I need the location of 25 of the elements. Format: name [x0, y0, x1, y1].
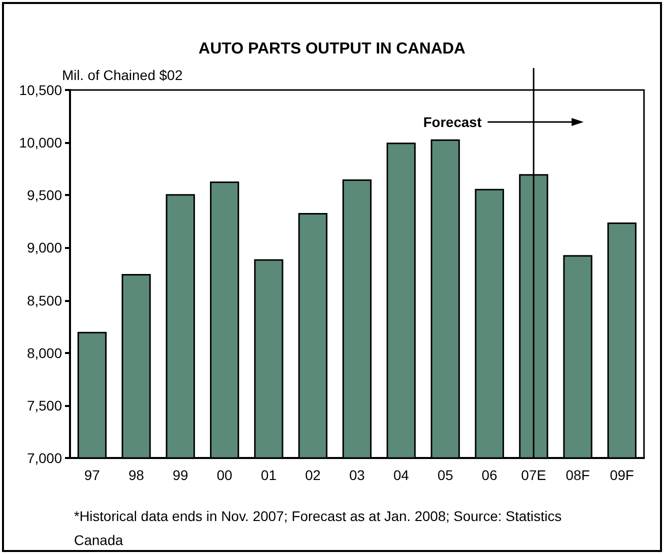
x-tick-label: 02 [305, 467, 321, 483]
text: *Historical data ends in Nov. 2007; Forecast as at Jan. 2008; Source: Statistics Canada [74, 508, 566, 548]
x-tick-label: 98 [128, 467, 144, 483]
x-tick-label: 08F [566, 467, 590, 483]
x-tick-label: 99 [172, 467, 188, 483]
y-tick-label: 8,000 [26, 344, 62, 361]
x-tick-label: 09F [610, 467, 634, 483]
x-tick-label: 06 [482, 467, 498, 483]
y-axis-title: Mil. of Chained $02 [62, 67, 183, 83]
y-tick-label: 10,500 [19, 82, 62, 98]
x-tick-label: 97 [84, 467, 100, 483]
y-tick-label: 10,000 [19, 134, 62, 151]
x-tick-label: 03 [349, 467, 365, 483]
x-tick-label: 01 [260, 467, 277, 483]
x-tick-label: 04 [393, 467, 410, 483]
y-tick-label: 9,000 [26, 240, 62, 256]
chart-title: AUTO PARTS OUTPUT IN CANADA [198, 40, 466, 58]
x-tick-label: 00 [216, 467, 233, 483]
x-tick-label: 05 [438, 467, 454, 483]
ref-line-label: Forecast [423, 114, 482, 130]
y-tick-label: 7,500 [26, 397, 62, 414]
y-tick-label: 8,500 [26, 292, 62, 308]
x-tick-label: 07E [521, 467, 546, 483]
y-tick-label: 7,000 [26, 450, 62, 466]
y-tick-label: 9,500 [26, 187, 62, 204]
